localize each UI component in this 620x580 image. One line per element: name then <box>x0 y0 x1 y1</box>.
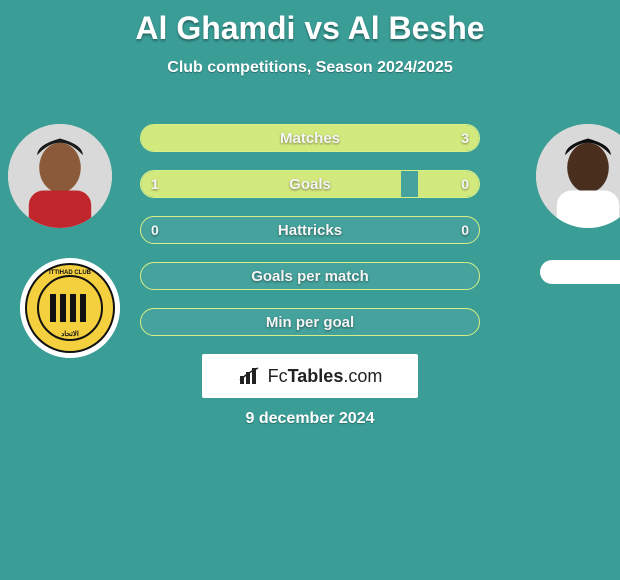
avatar-right-icon <box>536 124 620 228</box>
avatar-left-icon <box>8 124 112 228</box>
date-line: 9 december 2024 <box>0 410 620 428</box>
barchart-icon <box>238 366 264 386</box>
bar-gpm-label: Goals per match <box>141 263 479 289</box>
bar-mpg-label: Min per goal <box>141 309 479 335</box>
club-left-badge: ITTIHAD CLUB الاتحاد <box>20 258 120 358</box>
bar-matches-val-right: 3 <box>461 125 469 151</box>
bar-mpg: Min per goal <box>140 308 480 336</box>
player-right-photo <box>536 124 620 228</box>
bar-goals-val-right: 0 <box>461 171 469 197</box>
bar-matches: Matches 3 <box>140 124 480 152</box>
subtitle: Club competitions, Season 2024/2025 <box>0 59 620 77</box>
player-left-photo <box>8 124 112 228</box>
logo-fc: Fc <box>268 366 288 386</box>
stat-bars: Matches 3 1 Goals 0 0 Hattricks 0 Goals … <box>140 124 480 354</box>
bar-matches-label: Matches <box>141 125 479 151</box>
svg-text:الاتحاد: الاتحاد <box>61 330 79 338</box>
bar-hattricks-val-right: 0 <box>461 217 469 243</box>
logo-com: .com <box>343 366 382 386</box>
bar-goals: 1 Goals 0 <box>140 170 480 198</box>
bar-gpm: Goals per match <box>140 262 480 290</box>
fctables-logo-text: FcTables.com <box>268 366 383 387</box>
bar-goals-label: Goals <box>141 171 479 197</box>
fctables-logo: FcTables.com <box>202 354 418 398</box>
page-title: Al Ghamdi vs Al Beshe <box>0 0 620 47</box>
svg-text:ITTIHAD CLUB: ITTIHAD CLUB <box>49 270 92 276</box>
ittihad-badge-icon: ITTIHAD CLUB الاتحاد <box>20 258 120 358</box>
bar-hattricks: 0 Hattricks 0 <box>140 216 480 244</box>
bar-hattricks-label: Hattricks <box>141 217 479 243</box>
club-right-badge <box>540 260 620 284</box>
logo-tables: Tables <box>288 366 344 386</box>
